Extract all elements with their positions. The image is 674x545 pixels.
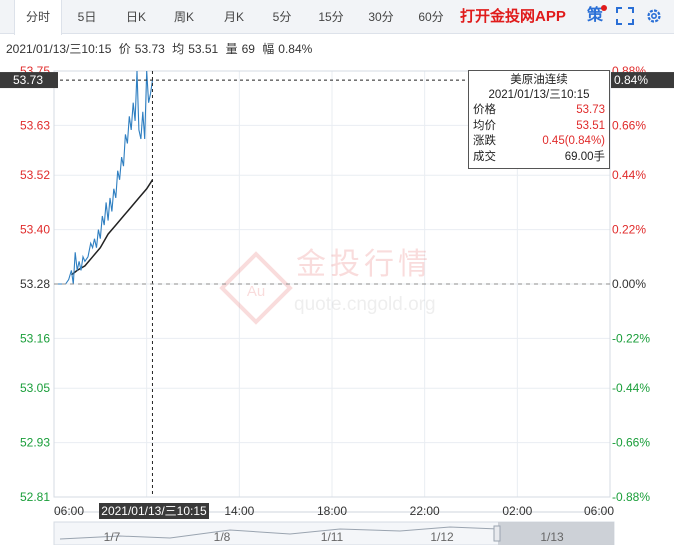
x-tick-label: 06:00 xyxy=(584,504,614,518)
navigator-date-label: 1/11 xyxy=(321,530,344,544)
quote-info-line: 2021/01/13/三10:15 价 53.73 均 53.51 量 69 幅 0.8… xyxy=(6,40,316,56)
x-tick-label: 18:00 xyxy=(317,504,347,518)
y-tick-pct-label: 0.44% xyxy=(612,168,646,182)
info-avg-label: 均 xyxy=(172,42,185,56)
time-navigator: 1/7 1/8 1/11 1/12 1/13 xyxy=(53,521,615,545)
tooltip-row-volume: 成交 69.00手 xyxy=(473,150,605,166)
notification-dot xyxy=(601,5,607,11)
tooltip-label: 涨跌 xyxy=(473,135,496,147)
crosshair-labels: 53.73 0.84% 2021/01/13/三10:15 xyxy=(0,72,674,519)
info-price: 53.73 xyxy=(134,42,165,56)
y-tick-pct-label: -0.88% xyxy=(612,490,650,504)
watermark-logo: Au xyxy=(247,283,265,300)
y-tick-pct-label: -0.44% xyxy=(612,381,650,395)
navigator-left-handle xyxy=(493,525,501,542)
watermark: Au 金投行情 quote.cngold.org xyxy=(219,247,436,325)
tooltip-value: 53.73 xyxy=(576,104,605,116)
tab-5day[interactable]: 5日 xyxy=(77,10,97,24)
navigator-date-label: 1/7 xyxy=(104,530,121,544)
tab-5min[interactable]: 5分 xyxy=(272,10,292,24)
x-tick-label: 22:00 xyxy=(410,504,440,518)
fullscreen-icon[interactable] xyxy=(615,6,637,28)
info-avg: 53.51 xyxy=(188,42,219,56)
strategy-icon[interactable]: 策 xyxy=(585,5,607,28)
tooltip-row-price: 价格 53.73 xyxy=(473,103,605,119)
y-tick-label: 52.93 xyxy=(20,436,50,450)
tab-30min[interactable]: 30分 xyxy=(368,10,394,24)
navigator-window xyxy=(498,522,614,545)
tab-daily-k[interactable]: 日K xyxy=(125,10,146,24)
y-tick-pct-label: 0.66% xyxy=(612,118,646,132)
x-tick-label: 14:00 xyxy=(224,504,254,518)
tooltip-time: 2021/01/13/三10:15 xyxy=(488,89,590,101)
info-volume-label: 量 xyxy=(225,42,238,56)
y-tick-label: 53.63 xyxy=(20,118,50,132)
crosshair-price-label: 53.73 xyxy=(13,73,43,87)
tooltip-value: 0.45(0.84%) xyxy=(542,135,605,147)
navigator-sparkline xyxy=(59,526,499,540)
tab-monthly-k[interactable]: 月K xyxy=(223,10,244,24)
y-tick-label: 53.05 xyxy=(20,381,50,395)
navigator-date-label: 1/13 xyxy=(540,530,564,544)
tooltip-label: 成交 xyxy=(473,150,496,163)
info-datetime: 2021/01/13/三10:15 xyxy=(6,42,112,56)
tooltip-row-avg: 均价 53.51 xyxy=(473,119,605,135)
navigator-date-label: 1/8 xyxy=(214,530,231,544)
y-tick-label: 53.40 xyxy=(20,223,50,237)
y-axis-percent-labels: 0.88%0.66%0.44%0.22%0.00%-0.22%-0.44%-0.… xyxy=(612,64,650,504)
strategy-glyph: 策 xyxy=(587,7,604,24)
open-app-link[interactable]: 打开金投网APP xyxy=(460,8,566,25)
y-tick-label: 52.81 xyxy=(20,490,50,504)
crosshair-time-box xyxy=(99,503,209,519)
price-line xyxy=(54,70,154,285)
tooltip-value: 53.51 xyxy=(576,119,605,132)
tooltip-label: 价格 xyxy=(473,104,496,116)
y-tick-pct-label: 0.00% xyxy=(612,277,646,291)
settings-icon[interactable] xyxy=(644,6,666,28)
tab-60min[interactable]: 60分 xyxy=(418,10,444,24)
watermark-brand: 金投行情 xyxy=(296,247,432,282)
tooltip-row-change: 涨跌 0.45(0.84%) xyxy=(473,134,605,150)
watermark-url: quote.cngold.org xyxy=(294,294,436,315)
tab-timeshare[interactable]: 分时 xyxy=(14,0,62,35)
tooltip-title: 美原油连续 xyxy=(510,74,568,86)
y-tick-label: 53.28 xyxy=(20,277,50,291)
crosshair-price-box xyxy=(0,72,58,89)
x-tick-label: 06:00 xyxy=(54,504,84,518)
crosshair-pct-label: 0.84% xyxy=(614,73,648,87)
info-volume: 69 xyxy=(241,42,255,56)
tooltip-label: 均价 xyxy=(473,119,496,132)
y-tick-label: 53.16 xyxy=(20,331,50,345)
info-change: 0.84% xyxy=(278,42,313,56)
crosshair-pct-box xyxy=(611,72,674,89)
tab-weekly-k[interactable]: 周K xyxy=(173,10,194,24)
period-tab-bar: 分时 5日 日K 周K 月K 5分 15分 30分 60分 打开金投网APP 策 xyxy=(0,0,674,35)
navigator-date-label: 1/12 xyxy=(430,530,454,544)
y-tick-pct-label: -0.22% xyxy=(612,331,650,345)
tooltip-value: 69.00手 xyxy=(564,150,605,163)
info-price-label: 价 xyxy=(118,42,131,56)
crosshair-time-label: 2021/01/13/三10:15 xyxy=(101,504,207,518)
y-tick-label: 53.52 xyxy=(20,168,50,182)
y-axis-price-labels: 53.7553.6353.5253.4053.2853.1653.0552.93… xyxy=(20,64,50,504)
y-tick-pct-label: -0.66% xyxy=(612,436,650,450)
x-tick-label: 02:00 xyxy=(502,504,532,518)
tab-15min[interactable]: 15分 xyxy=(318,10,344,24)
info-change-label: 幅 xyxy=(262,42,275,56)
y-tick-pct-label: 0.22% xyxy=(612,223,646,237)
quote-tooltip: 美原油连续 2021/01/13/三10:15 价格 53.73 均价 53.5… xyxy=(468,70,610,169)
average-price-line xyxy=(70,179,154,276)
